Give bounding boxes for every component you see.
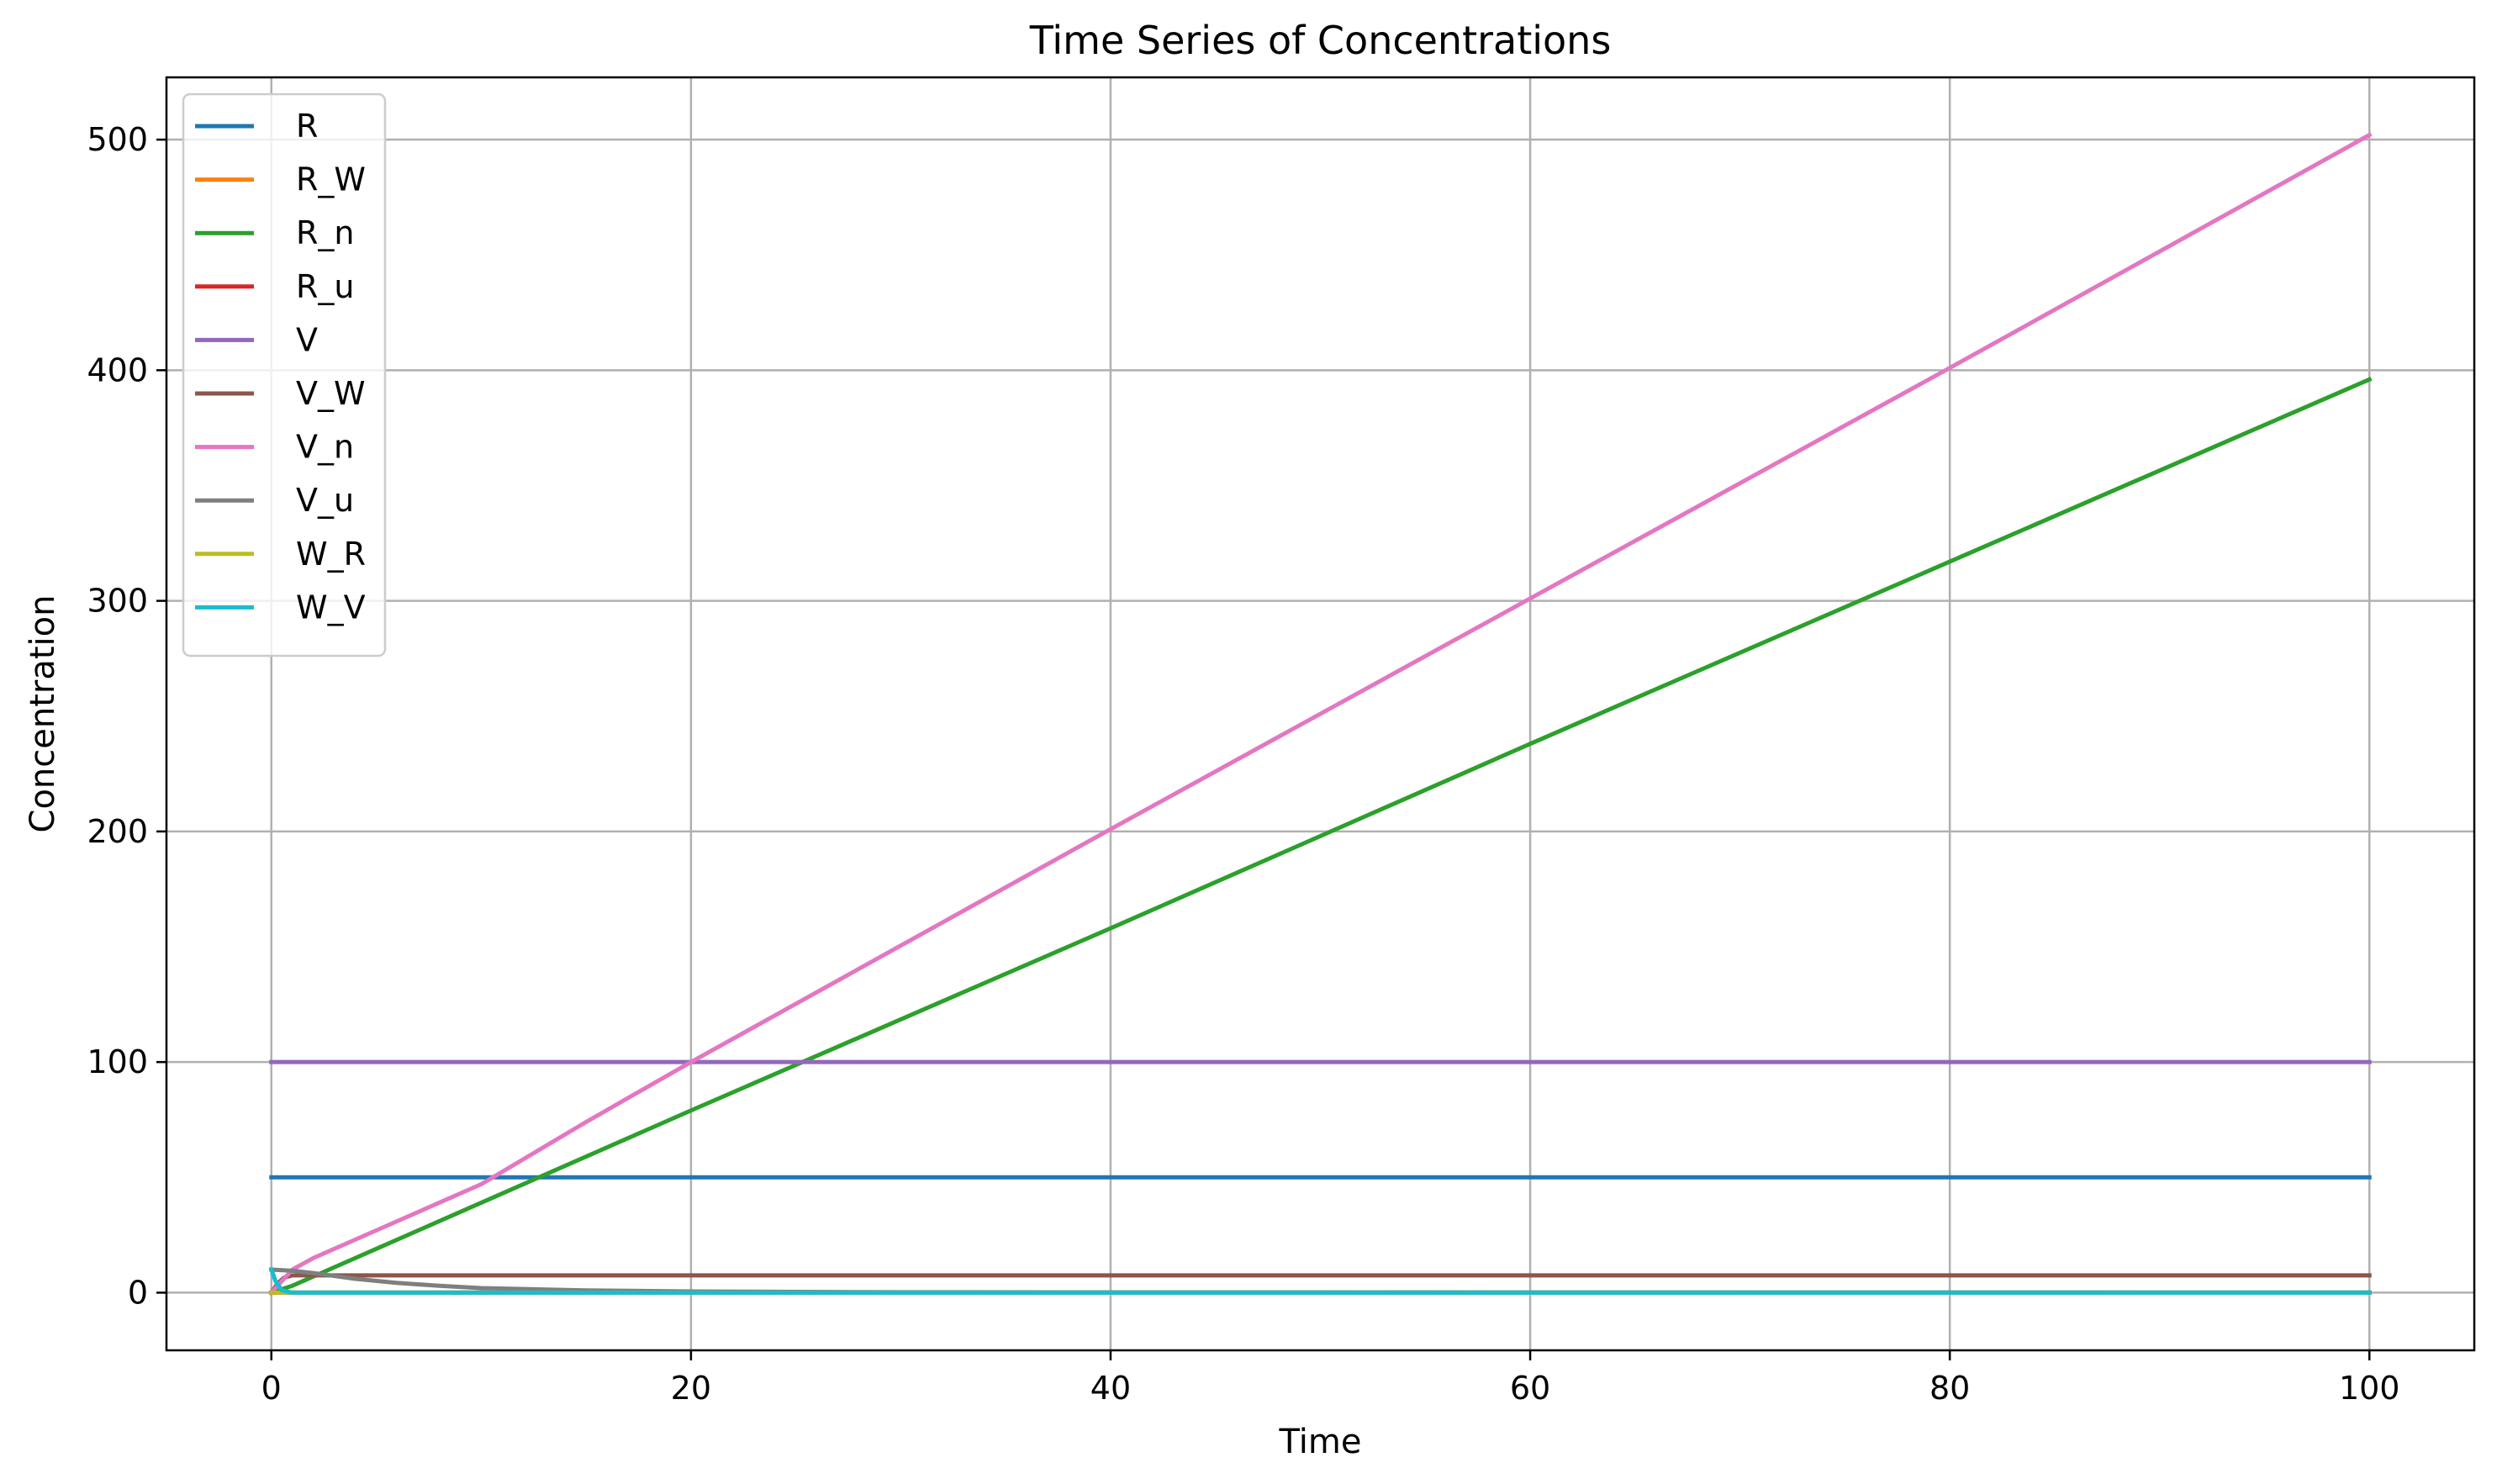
series-layer xyxy=(268,132,2373,1296)
legend-label: V xyxy=(296,321,318,358)
x-tick-label: 80 xyxy=(1930,1370,1970,1407)
x-tick-label: 0 xyxy=(261,1370,282,1407)
legend-label: V_n xyxy=(296,429,354,466)
axes-frame xyxy=(165,76,2476,1352)
legend-label: R_n xyxy=(296,214,355,251)
x-tick-label: 40 xyxy=(1090,1370,1131,1407)
y-tick-label: 400 xyxy=(87,351,148,388)
y-tick-label: 200 xyxy=(87,813,148,850)
legend-label: W_V xyxy=(296,589,366,626)
legend-label: R_u xyxy=(296,268,355,305)
x-tick-label: 20 xyxy=(671,1370,711,1407)
legend: R R_W R_n R_u V V_W V_n V_u W_R W_V xyxy=(182,92,387,658)
y-tick-label: 500 xyxy=(87,121,148,158)
legend-label: W_R xyxy=(296,536,366,573)
chart-title: Time Series of Concentrations xyxy=(1029,18,1612,63)
y-tick-label: 300 xyxy=(87,583,148,620)
legend-label: V_W xyxy=(296,375,366,412)
series-line-w-v xyxy=(268,1266,2372,1295)
y-tick-label: 0 xyxy=(128,1274,148,1311)
legend-label: V_u xyxy=(296,482,354,519)
y-axis-label: Concentration xyxy=(24,595,62,833)
x-tick-label: 100 xyxy=(2339,1370,2400,1407)
series-line-r-n xyxy=(268,377,2373,1296)
legend-label: R xyxy=(296,108,318,145)
legend-label: R_W xyxy=(296,161,366,198)
x-tick-label: 60 xyxy=(1510,1370,1550,1407)
ticks: 0 20 40 60 80 100 0 100 200 300 400 500 xyxy=(87,121,2399,1407)
x-axis-label: Time xyxy=(1279,1423,1362,1461)
y-tick-label: 100 xyxy=(87,1043,148,1080)
